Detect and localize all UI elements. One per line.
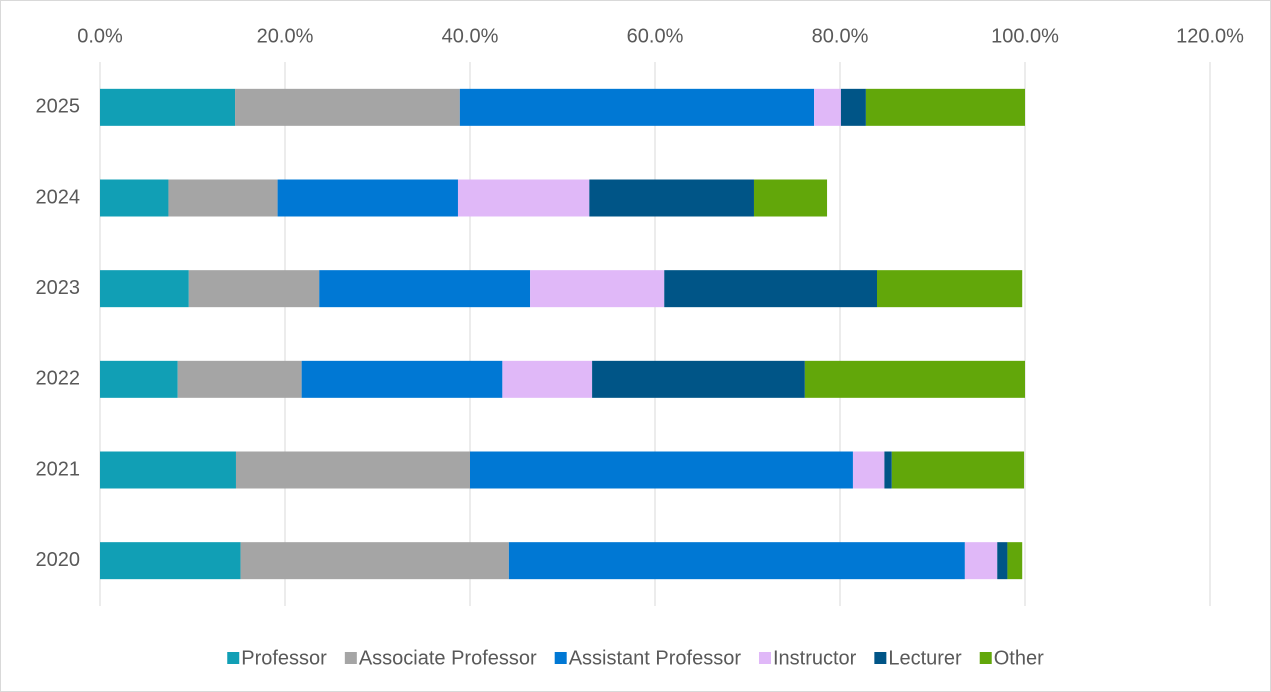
y-tick-label: 2024 (36, 186, 81, 208)
x-tick-label: 20.0% (257, 25, 314, 47)
legend-label: Other (994, 647, 1044, 669)
bar-segment (884, 451, 892, 489)
legend-label: Instructor (773, 647, 857, 669)
bar-segment (508, 542, 965, 580)
bar-segment (459, 88, 815, 126)
bar-segment (100, 360, 178, 398)
bar-segment (100, 542, 241, 580)
bar-segment (100, 88, 236, 126)
bar-segment (589, 179, 754, 217)
legend-label: Associate Professor (359, 647, 537, 669)
bar-segment (100, 270, 189, 308)
bar-segment (840, 88, 866, 126)
legend-swatch (758, 652, 771, 664)
bar-segment (852, 451, 885, 489)
bar-segment (235, 88, 460, 126)
bar-segment (877, 270, 1023, 308)
legend-swatch (979, 652, 992, 664)
y-tick-label: 2025 (36, 96, 81, 118)
bar-segment (168, 179, 278, 217)
y-tick-label: 2022 (36, 368, 81, 390)
bar-segment (530, 270, 665, 308)
bar-segment (502, 360, 593, 398)
bar-segment (277, 179, 458, 217)
bar-segment (804, 360, 1025, 398)
legend-swatch (554, 652, 567, 664)
bar-segment (865, 88, 1025, 126)
bar-segment (301, 360, 503, 398)
y-tick-label: 2021 (36, 458, 81, 480)
bar-segment (814, 88, 841, 126)
x-tick-label: 40.0% (442, 25, 499, 47)
bar-segment (891, 451, 1025, 489)
legend-swatch (227, 652, 240, 664)
bar-segment (964, 542, 998, 580)
legend-label: Assistant Professor (569, 647, 742, 669)
x-tick-label: 100.0% (991, 25, 1059, 47)
bar-segment (100, 179, 169, 217)
bar-segment (319, 270, 531, 308)
bar-segment (592, 360, 805, 398)
legend-swatch (344, 652, 357, 664)
bar-segment (1007, 542, 1023, 580)
x-tick-label: 0.0% (77, 25, 123, 47)
bar-segment (470, 451, 853, 489)
bar-segment (100, 451, 236, 489)
y-tick-label: 2020 (36, 549, 81, 571)
bar-segment (457, 179, 590, 217)
bar-segment (188, 270, 320, 308)
x-tick-label: 60.0% (627, 25, 684, 47)
x-tick-label: 120.0% (1176, 25, 1244, 47)
legend-label: Professor (241, 647, 327, 669)
bar-segment (235, 451, 470, 489)
y-tick-label: 2023 (36, 277, 81, 299)
bar-segment (177, 360, 302, 398)
bar-segment (997, 542, 1008, 580)
bar-segment (753, 179, 828, 217)
bar-segment (664, 270, 877, 308)
legend-label: Lecturer (888, 647, 962, 669)
bar-segment (240, 542, 509, 580)
legend-swatch (874, 652, 887, 664)
x-tick-label: 80.0% (812, 25, 869, 47)
